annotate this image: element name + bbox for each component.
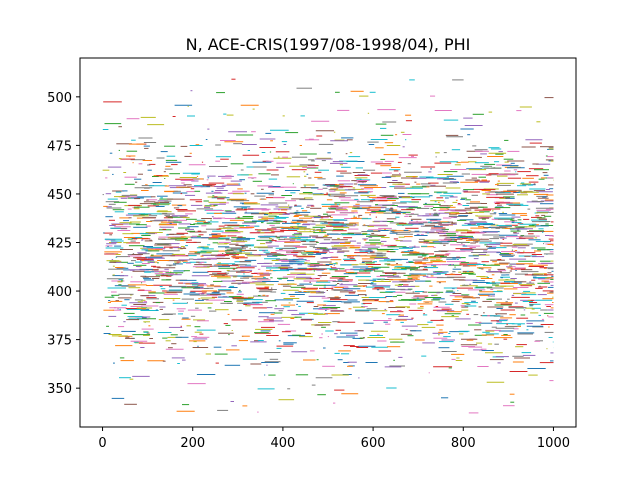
x-tick-label: 800 (451, 436, 476, 451)
y-tick-label: 400 (47, 285, 72, 300)
data-marks (102, 78, 554, 414)
x-tick-label: 0 (98, 436, 106, 451)
y-tick-label: 375 (47, 334, 72, 349)
x-tick-label: 200 (180, 436, 205, 451)
x-tick-label: 600 (361, 436, 386, 451)
y-tick-label: 500 (47, 91, 72, 106)
y-tick-label: 350 (47, 382, 72, 397)
chart-title: N, ACE-CRIS(1997/08-1998/04), PHI (186, 35, 471, 54)
x-tick-label: 1000 (537, 436, 570, 451)
y-axis: 350 375 400 425 450 475 500 (47, 91, 80, 397)
y-tick-label: 425 (47, 237, 72, 252)
y-tick-label: 475 (47, 139, 72, 154)
x-axis: 0 200 400 600 800 1000 (98, 427, 570, 451)
y-tick-label: 450 (47, 188, 72, 203)
x-tick-label: 400 (270, 436, 295, 451)
